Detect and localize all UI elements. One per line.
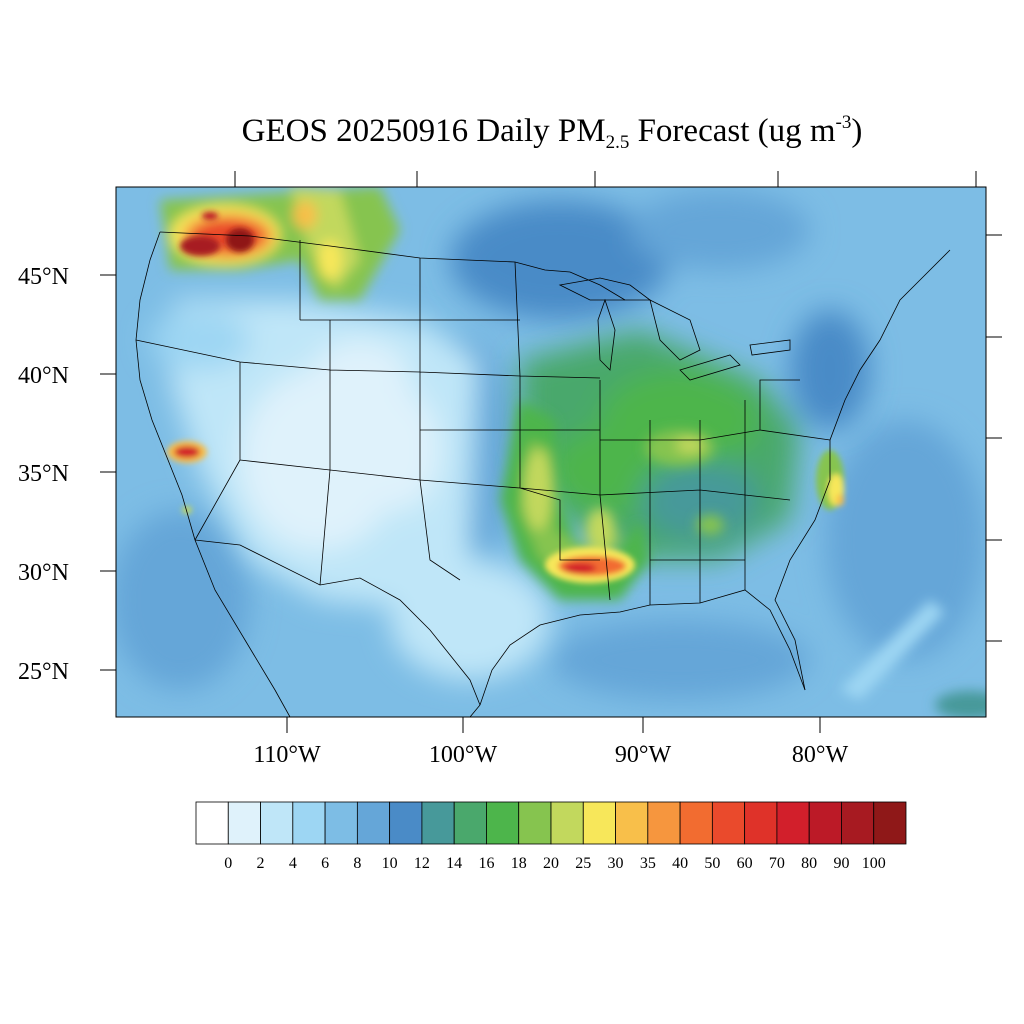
lat-label-30: 30°N [18, 560, 69, 586]
colorbar-label: 6 [321, 855, 329, 872]
title-superscript: -3 [835, 112, 852, 133]
east-haze [790, 310, 870, 430]
colorbar-swatch [841, 801, 875, 845]
colorbar-label: 10 [382, 855, 398, 872]
ca-smoke-plume [174, 446, 200, 458]
nc-coast-plume [836, 494, 844, 506]
pacific-coast [135, 231, 196, 541]
colorbar-label: 18 [511, 855, 527, 872]
ohio-valley-haze [676, 437, 704, 453]
colorbar-label: 2 [257, 855, 265, 872]
title-suffix: ) [851, 113, 863, 149]
colorbar-label: 16 [478, 855, 494, 872]
nw-smoke-core [180, 236, 220, 256]
chart-title: GEOS 20250916 Daily PM2.5 Forecast (ug m… [0, 112, 1024, 154]
gulf-edge-haze [935, 691, 986, 717]
lon-label-100w: 100°W [429, 742, 498, 768]
lat-label-25: 25°N [18, 659, 69, 685]
nw-smoke-core [226, 228, 254, 252]
colorbar-label: 60 [737, 855, 753, 872]
colorbar-swatch [421, 801, 455, 845]
blue-patch [630, 190, 810, 270]
colorbar: 0 2 4 6 8 10 12 14 16 18 20 25 30 35 40 50 60 70 80 90 100 [195, 801, 907, 872]
lat-label-35: 35°N [18, 461, 69, 487]
lake-ontario [749, 339, 791, 356]
state-lines [135, 240, 831, 605]
ohio-valley-haze [696, 515, 724, 535]
colorbar-label: 12 [414, 855, 430, 872]
colorbar-swatch [389, 801, 423, 845]
colorbar-swatch [647, 801, 681, 845]
plains-smoke-core [524, 450, 552, 530]
colorbar-label: 8 [353, 855, 361, 872]
colorbar-swatch [744, 801, 778, 845]
nw-smoke-plume [293, 201, 317, 229]
colorbar-swatch [711, 801, 746, 845]
us-mexico-border [194, 539, 481, 706]
lon-label-80w: 80°W [792, 742, 849, 768]
pm25-field [116, 187, 986, 717]
baja-coast [194, 539, 291, 717]
colorbar-swatch [582, 801, 616, 845]
colorbar-swatch [518, 801, 552, 845]
colorbar-label: 4 [289, 855, 297, 872]
colorbar-swatch [195, 801, 229, 845]
colorbar-label: 25 [575, 855, 591, 872]
colorbar-label: 50 [704, 855, 720, 872]
west-clean-air [150, 310, 250, 370]
west-clean-air [360, 390, 440, 510]
colorbar-label: 70 [769, 855, 785, 872]
blue-patch [450, 200, 670, 320]
mexico-gulf-coast [469, 704, 481, 717]
colorbar-label: 35 [640, 855, 656, 872]
lon-label-90w: 90°W [615, 742, 672, 768]
colorbar-swatch [453, 801, 487, 845]
colorbar-swatch [873, 801, 907, 845]
atlantic-clear-stripe [840, 600, 945, 700]
tick-marks [100, 171, 1002, 733]
blue-patch [550, 620, 810, 700]
lake-erie [679, 354, 741, 381]
nw-smoke-plume [318, 240, 342, 280]
map-frame [115, 186, 987, 718]
blue-patch [116, 510, 250, 690]
colorbar-swatch [776, 801, 810, 845]
colorbar-swatch [808, 801, 842, 845]
colorbar-label: 90 [833, 855, 849, 872]
ca-smoke-plume [182, 506, 192, 514]
nw-smoke-core [202, 212, 218, 220]
colorbar-swatch [227, 801, 261, 845]
colorbar-swatch [486, 801, 520, 845]
colorbar-label: 0 [224, 855, 232, 872]
colorbar-label: 14 [446, 855, 462, 872]
colorbar-swatch [679, 801, 713, 845]
lake-huron [649, 299, 701, 361]
colorbar-label: 80 [801, 855, 817, 872]
colorbar-label: 40 [672, 855, 688, 872]
colorbar-label: 30 [608, 855, 624, 872]
lake-michigan [597, 298, 616, 371]
colorbar-swatch [550, 801, 584, 845]
title-middle: Forecast (ug m [629, 113, 836, 149]
lon-label-110w: 110°W [253, 742, 321, 768]
plains-smoke-core [586, 508, 614, 552]
blue-patch [825, 420, 985, 660]
gulf-coast [479, 589, 806, 706]
colorbar-swatch [324, 801, 358, 845]
lat-label-40: 40°N [18, 363, 69, 389]
colorbar-swatch [260, 801, 294, 845]
colorbar-label: 100 [862, 855, 886, 872]
colorbar-label: 20 [543, 855, 559, 872]
title-prefix: GEOS 20250916 Daily PM [241, 113, 606, 149]
west-clean-air [390, 560, 550, 680]
boundaries [135, 231, 951, 717]
lat-label-45: 45°N [18, 264, 69, 290]
colorbar-swatch [292, 801, 326, 845]
colorbar-swatch [615, 801, 649, 845]
title-subscript: 2.5 [605, 132, 630, 153]
colorbar-swatch [356, 801, 391, 845]
gulf-plume-core [564, 563, 596, 573]
